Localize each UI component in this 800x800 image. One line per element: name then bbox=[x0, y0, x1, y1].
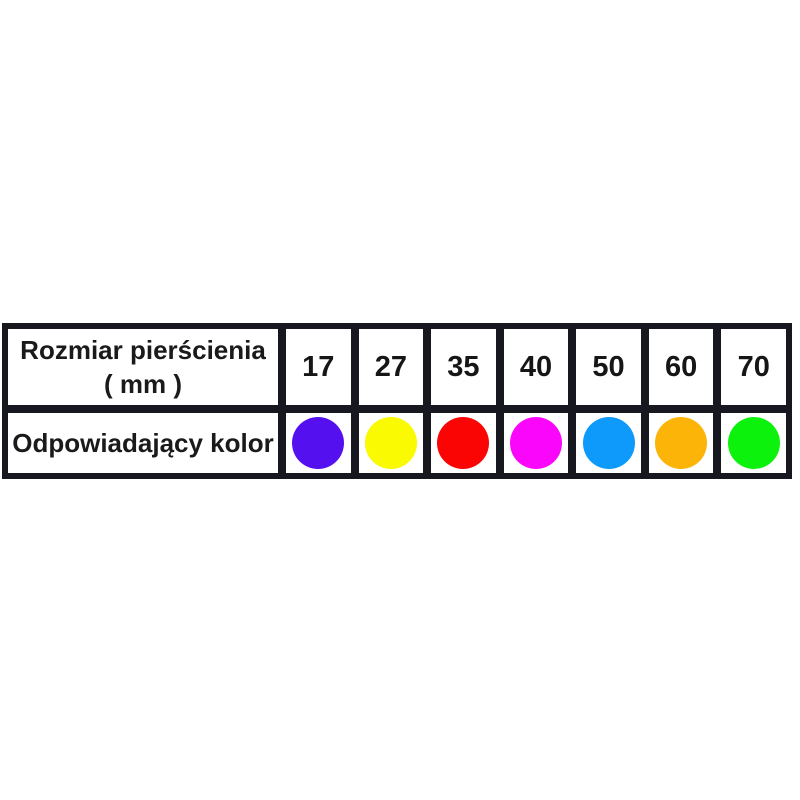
row2-header-cell: Odpowiadający kolor bbox=[8, 413, 278, 473]
size-cell-40: 40 bbox=[503, 329, 569, 405]
swatch-cell-50 bbox=[576, 413, 641, 473]
row1-header-line2: ( mm ) bbox=[104, 369, 182, 399]
size-cell-60: 60 bbox=[648, 329, 714, 405]
size-cell-17: 17 bbox=[286, 329, 351, 405]
color-swatch-green bbox=[727, 417, 780, 469]
size-cell-70: 70 bbox=[721, 329, 786, 405]
color-swatch-magenta bbox=[509, 417, 562, 469]
size-cell-27: 27 bbox=[358, 329, 424, 405]
color-swatch-orange bbox=[655, 417, 708, 469]
swatch-cell-27 bbox=[358, 413, 424, 473]
swatch-cell-35 bbox=[431, 413, 496, 473]
swatch-cell-17 bbox=[286, 413, 351, 473]
ring-size-color-table: Rozmiar pierścienia ( mm ) Odpowiadający… bbox=[2, 323, 792, 479]
color-swatch-yellow bbox=[364, 417, 417, 469]
row1-header-cell: Rozmiar pierścienia ( mm ) bbox=[8, 329, 278, 405]
size-cell-35: 35 bbox=[431, 329, 496, 405]
size-cell-50: 50 bbox=[576, 329, 641, 405]
swatch-cell-60 bbox=[648, 413, 714, 473]
row1-header-line1: Rozmiar pierścienia bbox=[20, 334, 266, 365]
row2-header-label: Odpowiadający kolor bbox=[12, 427, 274, 458]
color-swatch-red bbox=[437, 417, 490, 469]
swatch-cell-40 bbox=[503, 413, 569, 473]
color-swatch-blue bbox=[582, 417, 635, 469]
swatch-cell-70 bbox=[721, 413, 786, 473]
color-swatch-violet bbox=[292, 417, 345, 469]
